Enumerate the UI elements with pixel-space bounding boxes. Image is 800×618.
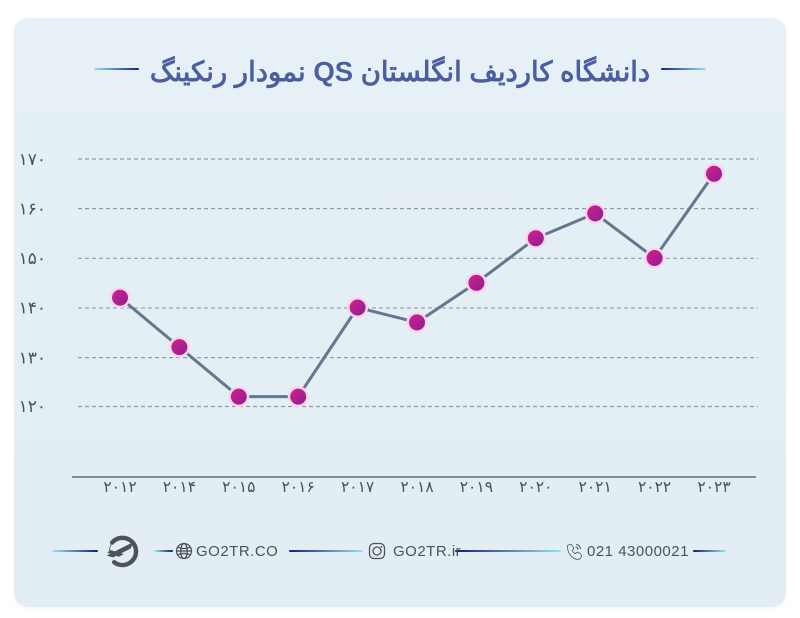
svg-text:۲۰۱۹: ۲۰۱۹	[460, 479, 493, 496]
svg-text:۲۰۱۴: ۲۰۱۴	[163, 479, 196, 496]
svg-text:۱۳۰: ۱۳۰	[19, 348, 46, 367]
svg-text:۱۴۰: ۱۴۰	[19, 299, 46, 318]
svg-text:GO2TR.CO: GO2TR.CO	[196, 543, 278, 560]
svg-text:۲۰۲۲: ۲۰۲۲	[638, 479, 671, 496]
svg-text:۲۰۲۳: ۲۰۲۳	[697, 479, 731, 496]
svg-text:۱۲۰: ۱۲۰	[19, 397, 46, 416]
svg-text:021 43000021: 021 43000021	[587, 543, 689, 560]
svg-text:۱۵۰: ۱۵۰	[19, 249, 46, 268]
svg-text:۲۰۱۷: ۲۰۱۷	[341, 479, 375, 496]
svg-text:۲۰۱۸: ۲۰۱۸	[400, 479, 434, 496]
svg-text:۲۰۲۰: ۲۰۲۰	[519, 479, 552, 496]
svg-text:۱۷۰: ۱۷۰	[19, 150, 46, 169]
svg-text:۱۶۰: ۱۶۰	[19, 200, 46, 219]
svg-text:۲۰۱۲: ۲۰۱۲	[103, 479, 136, 496]
svg-text:۲۰۱۵: ۲۰۱۵	[222, 479, 255, 496]
svg-text:GO2TR.ir: GO2TR.ir	[393, 543, 461, 560]
svg-text:۲۰۲۱: ۲۰۲۱	[579, 479, 612, 496]
svg-text:۲۰۱۶: ۲۰۱۶	[282, 479, 315, 496]
